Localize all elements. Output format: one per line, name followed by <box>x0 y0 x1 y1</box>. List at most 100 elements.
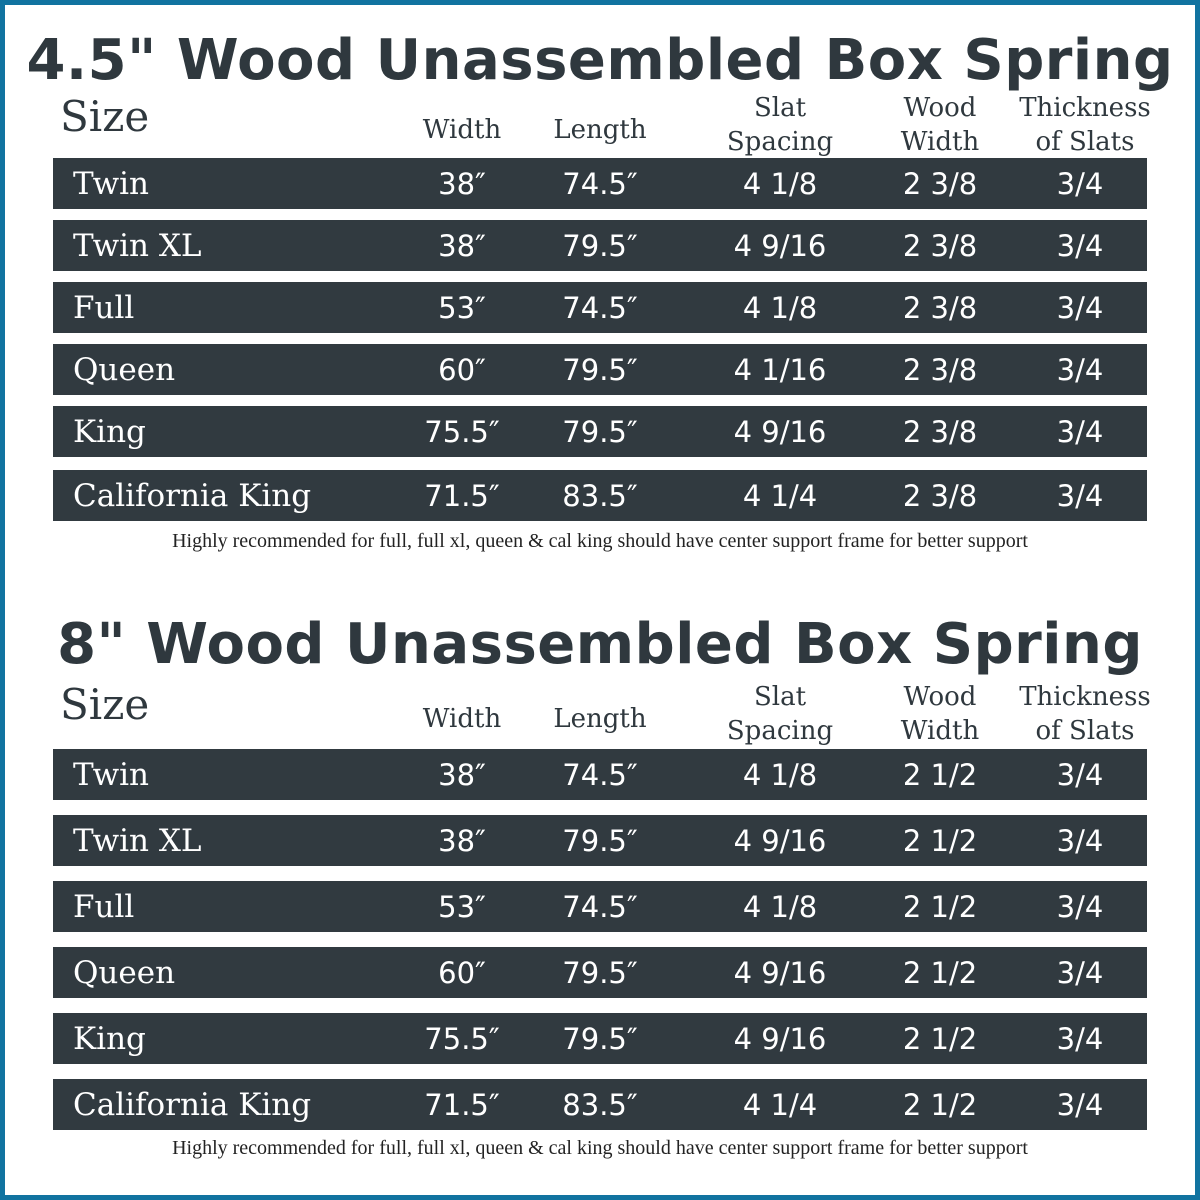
cell-value: 3/4 <box>1056 166 1104 201</box>
header-thick: Thickness of Slats <box>1010 680 1160 748</box>
table-row: Twin XL 38″ 79.5″ 4 9/16 2 1/2 3/4 <box>53 815 1147 866</box>
cell-value: 3/4 <box>1056 823 1104 858</box>
cell-value: 3/4 <box>1056 955 1104 990</box>
table-row: Queen 60″ 79.5″ 4 1/16 2 3/8 3/4 <box>53 344 1147 395</box>
header-size: Size <box>60 680 150 729</box>
cell-value: 3/4 <box>1056 1021 1104 1056</box>
size-name: Full <box>73 289 135 326</box>
cell-value: 4 9/16 <box>733 228 827 263</box>
cell-value: 53″ <box>438 889 486 924</box>
header-slat: Slat Spacing <box>710 91 850 159</box>
cell-value: 2 1/2 <box>902 889 978 924</box>
cell-value: 83.5″ <box>562 478 638 513</box>
size-name: King <box>73 413 146 450</box>
header-size: Size <box>60 92 150 141</box>
table-row: King 75.5″ 79.5″ 4 9/16 2 1/2 3/4 <box>53 1013 1147 1064</box>
size-name: Queen <box>73 351 176 388</box>
cell-value: 2 1/2 <box>902 955 978 990</box>
size-name: King <box>73 1020 146 1057</box>
header-width: Width <box>422 704 502 734</box>
cell-value: 3/4 <box>1056 478 1104 513</box>
table-row: California King 71.5″ 83.5″ 4 1/4 2 1/2 3/4 <box>53 1079 1147 1130</box>
cell-value: 79.5″ <box>562 228 638 263</box>
cell-value: 74.5″ <box>562 757 638 792</box>
table-row: Queen 60″ 79.5″ 4 9/16 2 1/2 3/4 <box>53 947 1147 998</box>
cell-value: 2 3/8 <box>902 166 978 201</box>
cell-value: 2 3/8 <box>902 228 978 263</box>
cell-value: 4 1/4 <box>742 478 818 513</box>
header-width: Width <box>422 115 502 145</box>
cell-value: 4 9/16 <box>733 414 827 449</box>
cell-value: 4 9/16 <box>733 955 827 990</box>
table-title: 4.5" Wood Unassembled Box Spring <box>26 28 1174 93</box>
header-thick: Thickness of Slats <box>1010 91 1160 159</box>
header-line: Wood <box>903 682 977 712</box>
cell-value: 71.5″ <box>424 1087 500 1122</box>
table-row: Twin XL 38″ 79.5″ 4 9/16 2 3/8 3/4 <box>53 220 1147 271</box>
footnote: Highly recommended for full, full xl, qu… <box>172 530 1028 552</box>
cell-value: 2 1/2 <box>902 1087 978 1122</box>
size-name: California King <box>73 1086 312 1123</box>
cell-value: 79.5″ <box>562 955 638 990</box>
table-row: California King 71.5″ 83.5″ 4 1/4 2 3/8 3/4 <box>53 470 1147 521</box>
cell-value: 3/4 <box>1056 757 1104 792</box>
cell-value: 38″ <box>438 823 486 858</box>
size-name: Twin <box>73 756 149 793</box>
size-name: California King <box>73 477 312 514</box>
header-line: of Slats <box>1035 127 1135 157</box>
table-row: Full 53″ 74.5″ 4 1/8 2 3/8 3/4 <box>53 282 1147 333</box>
cell-value: 2 1/2 <box>902 1021 978 1056</box>
cell-value: 4 1/8 <box>742 166 818 201</box>
header-line: of Slats <box>1035 716 1135 746</box>
cell-value: 38″ <box>438 166 486 201</box>
header-line: Thickness <box>1019 93 1151 123</box>
cell-value: 38″ <box>438 228 486 263</box>
cell-value: 4 1/8 <box>742 757 818 792</box>
cell-value: 4 1/4 <box>742 1087 818 1122</box>
cell-value: 3/4 <box>1056 352 1104 387</box>
cell-value: 79.5″ <box>562 414 638 449</box>
cell-value: 74.5″ <box>562 889 638 924</box>
header-wood: Wood Width <box>870 91 1010 159</box>
cell-value: 2 3/8 <box>902 414 978 449</box>
cell-value: 60″ <box>438 352 486 387</box>
cell-value: 2 1/2 <box>902 757 978 792</box>
cell-value: 79.5″ <box>562 823 638 858</box>
cell-value: 74.5″ <box>562 290 638 325</box>
cell-value: 4 9/16 <box>733 823 827 858</box>
cell-value: 2 1/2 <box>902 823 978 858</box>
cell-value: 2 3/8 <box>902 478 978 513</box>
cell-value: 2 3/8 <box>902 352 978 387</box>
cell-value: 79.5″ <box>562 1021 638 1056</box>
cell-value: 4 1/8 <box>742 889 818 924</box>
header-wood: Wood Width <box>870 680 1010 748</box>
table-row: Twin 38″ 74.5″ 4 1/8 2 3/8 3/4 <box>53 158 1147 209</box>
cell-value: 83.5″ <box>562 1087 638 1122</box>
cell-value: 3/4 <box>1056 228 1104 263</box>
cell-value: 4 1/8 <box>742 290 818 325</box>
size-name: Queen <box>73 954 176 991</box>
cell-value: 75.5″ <box>424 414 500 449</box>
header-slat: Slat Spacing <box>710 680 850 748</box>
cell-value: 2 3/8 <box>902 290 978 325</box>
header-line: Wood <box>903 93 977 123</box>
header-line: Spacing <box>726 127 834 157</box>
header-line: Width <box>900 127 980 157</box>
cell-value: 4 9/16 <box>733 1021 827 1056</box>
footnote: Highly recommended for full, full xl, qu… <box>172 1137 1028 1159</box>
size-name: Full <box>73 888 135 925</box>
table-row: Twin 38″ 74.5″ 4 1/8 2 1/2 3/4 <box>53 749 1147 800</box>
size-name: Twin XL <box>73 822 202 859</box>
cell-value: 75.5″ <box>424 1021 500 1056</box>
cell-value: 53″ <box>438 290 486 325</box>
size-name: Twin <box>73 165 149 202</box>
header-length: Length <box>553 704 647 734</box>
cell-value: 3/4 <box>1056 1087 1104 1122</box>
size-name: Twin XL <box>73 227 202 264</box>
header-line: Slat <box>753 682 807 712</box>
cell-value: 4 1/16 <box>733 352 827 387</box>
cell-value: 3/4 <box>1056 290 1104 325</box>
table-title: 8" Wood Unassembled Box Spring <box>57 612 1143 677</box>
cell-value: 3/4 <box>1056 889 1104 924</box>
header-line: Thickness <box>1019 682 1151 712</box>
